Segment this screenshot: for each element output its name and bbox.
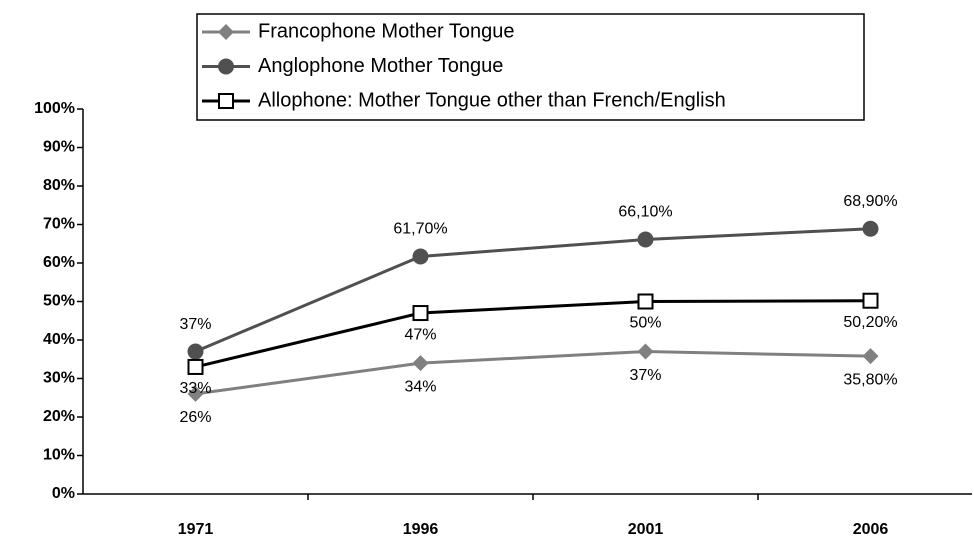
y-tick-label: 0% — [52, 485, 75, 502]
x-tick-label: 1971 — [178, 521, 214, 536]
data-label: 35,80% — [843, 371, 897, 388]
y-tick-label: 80% — [43, 177, 75, 194]
data-label: 50,20% — [843, 314, 897, 331]
series-line — [194, 227, 871, 353]
marker — [187, 343, 204, 360]
legend-label: Francophone Mother Tongue — [258, 20, 514, 42]
x-tick-label: 2001 — [628, 521, 664, 536]
legend-label: Anglophone Mother Tongue — [258, 55, 503, 77]
y-tick-label: 30% — [43, 370, 75, 387]
y-tick-label: 20% — [43, 408, 75, 425]
y-tick-label: 60% — [43, 254, 75, 271]
marker — [637, 343, 654, 360]
y-tick-label: 50% — [43, 293, 75, 310]
marker — [412, 248, 429, 265]
y-tick-label: 70% — [43, 216, 75, 233]
marker — [187, 385, 204, 402]
marker — [412, 305, 429, 322]
series-line — [195, 350, 871, 396]
marker — [218, 93, 234, 109]
marker — [187, 358, 204, 375]
x-tick-label: 2006 — [853, 521, 889, 536]
data-label: 50% — [629, 315, 661, 332]
data-label: 33% — [179, 380, 211, 397]
legend-box — [196, 13, 865, 121]
data-label: 61,70% — [393, 221, 447, 238]
y-tick-label: 10% — [43, 447, 75, 464]
y-tick-label: 90% — [43, 139, 75, 156]
data-label: 68,90% — [843, 193, 897, 210]
marker — [862, 220, 879, 237]
data-label: 47% — [404, 326, 436, 343]
marker — [218, 58, 234, 75]
y-tick-label: 100% — [34, 100, 75, 117]
data-label: 37% — [179, 316, 211, 333]
data-label: 34% — [404, 378, 436, 395]
marker — [862, 348, 879, 365]
data-label: 37% — [629, 367, 661, 384]
data-label: 66,10% — [618, 204, 672, 221]
x-tick-label: 1996 — [403, 521, 439, 536]
series-line — [195, 299, 871, 369]
legend-label: Allophone: Mother Tongue other than Fren… — [258, 89, 726, 111]
y-tick-label: 40% — [43, 331, 75, 348]
marker — [412, 355, 429, 372]
marker — [637, 293, 654, 310]
marker — [862, 292, 879, 309]
data-label: 26% — [179, 409, 211, 426]
marker — [637, 231, 654, 248]
marker — [218, 24, 234, 40]
